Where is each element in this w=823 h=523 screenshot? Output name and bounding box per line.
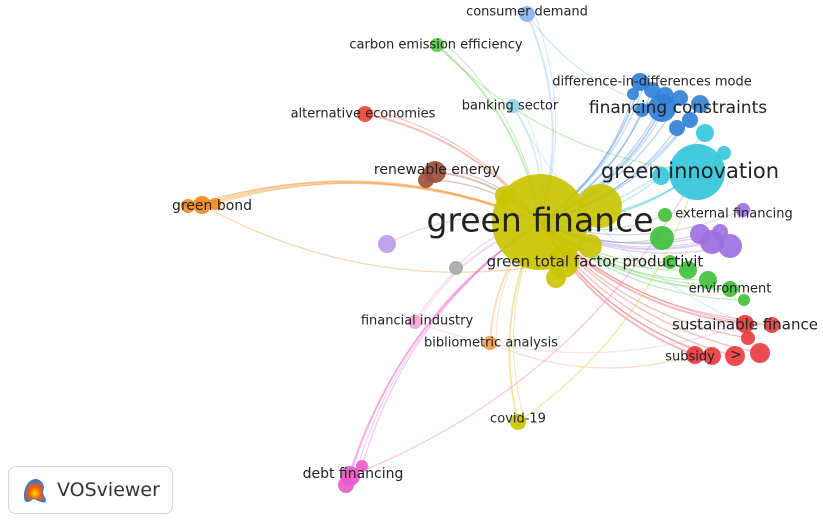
label-green-finance[interactable]: green finance [426,201,653,240]
label-consumer-demand[interactable]: consumer demand [466,5,588,20]
label-sustainable-finance[interactable]: sustainable finance [672,316,818,334]
cluster-node[interactable] [669,120,685,136]
cluster-node[interactable] [627,88,639,100]
cluster-node[interactable] [738,294,750,306]
cluster-node[interactable] [578,184,622,228]
label-alternative-economies[interactable]: alternative economies [291,107,436,122]
link-line [489,342,696,369]
link-line [526,13,663,109]
label-environment[interactable]: environment [689,282,772,297]
link-line [517,171,698,423]
cluster-node[interactable] [764,317,780,333]
vosviewer-badge[interactable]: VOSviewer [8,466,173,514]
label-green-bond[interactable]: green bond [172,198,252,214]
node-financing-constraints[interactable] [648,94,676,122]
cluster-node[interactable] [750,343,770,363]
link-line [187,181,541,223]
link-line [201,204,564,273]
label-layer: green finance green innovation financing c… [172,5,818,483]
node-external-financing[interactable] [700,230,724,254]
label-financing-constraints[interactable]: financing constraints [589,98,767,118]
node-environment[interactable] [722,281,738,297]
app-name: VOSviewer [57,479,160,501]
label-banking-sector[interactable]: banking sector [462,99,559,114]
cluster-node[interactable] [699,271,717,289]
cluster-node[interactable] [378,235,396,253]
vosviewer-logo-icon [24,479,46,503]
node-alternative-economies[interactable] [357,106,373,122]
link-line [436,44,698,173]
link-line [512,105,746,325]
cluster-node[interactable] [672,90,688,106]
cluster-node[interactable] [449,261,463,275]
cluster-node[interactable] [658,208,672,222]
cluster-node[interactable] [703,347,721,365]
label-bibliometric-analysis[interactable]: bibliometric analysis [424,336,558,351]
cluster-node[interactable] [635,103,649,117]
label-debt-financing[interactable]: debt financing [303,466,404,482]
node-banking-sector[interactable] [506,99,520,113]
node-layer [181,6,780,493]
label-did-model[interactable]: difference-in-differences mode [552,75,752,90]
node-debt-financing[interactable] [340,466,360,486]
node-consumer-demand[interactable] [519,6,535,22]
node-bibliometric-analysis[interactable] [483,336,497,350]
cluster-node[interactable] [691,95,709,113]
label-covid-19[interactable]: covid-19 [490,412,546,427]
cluster-node[interactable] [696,124,714,142]
label-carbon-emission-efficiency[interactable]: carbon emission efficiency [349,38,523,53]
cluster-node[interactable] [209,198,221,210]
node-did-model[interactable] [631,73,649,91]
node-carbon-emission-efficiency[interactable] [430,38,444,52]
cluster-node[interactable] [718,234,742,258]
node-green-innovation[interactable] [669,144,725,200]
cluster-node[interactable] [652,167,670,185]
link-line [414,321,746,354]
cluster-node[interactable] [736,203,750,217]
node-covid-19[interactable] [510,414,526,430]
node-financial-industry[interactable] [408,315,422,329]
node-green-finance[interactable] [492,174,588,270]
label-overflow-marker: > [730,347,742,363]
cluster-node[interactable] [650,226,674,250]
label-subsidy[interactable]: subsidy [665,350,715,365]
node-green-tfp[interactable] [547,246,579,278]
cluster-node[interactable] [717,146,731,160]
cluster-node[interactable] [682,112,698,128]
label-green-innovation[interactable]: green innovation [601,159,779,183]
cluster-node[interactable] [725,346,745,366]
cluster-node[interactable] [356,460,368,472]
cluster-node[interactable] [679,261,697,279]
cluster-node[interactable] [663,255,677,269]
label-financial-industry[interactable]: financial industry [361,314,474,329]
node-renewable-energy[interactable] [424,161,446,183]
cluster-node[interactable] [181,199,195,213]
node-green-bond[interactable] [193,196,211,214]
label-green-tfp[interactable]: green total factor productivit [487,253,704,271]
node-subsidy[interactable] [686,346,704,364]
node-sustainable-finance[interactable] [736,315,754,333]
label-external-financing[interactable]: external financing [675,207,793,222]
label-renewable-energy[interactable]: renewable energy [374,162,500,178]
cluster-node[interactable] [741,331,755,345]
